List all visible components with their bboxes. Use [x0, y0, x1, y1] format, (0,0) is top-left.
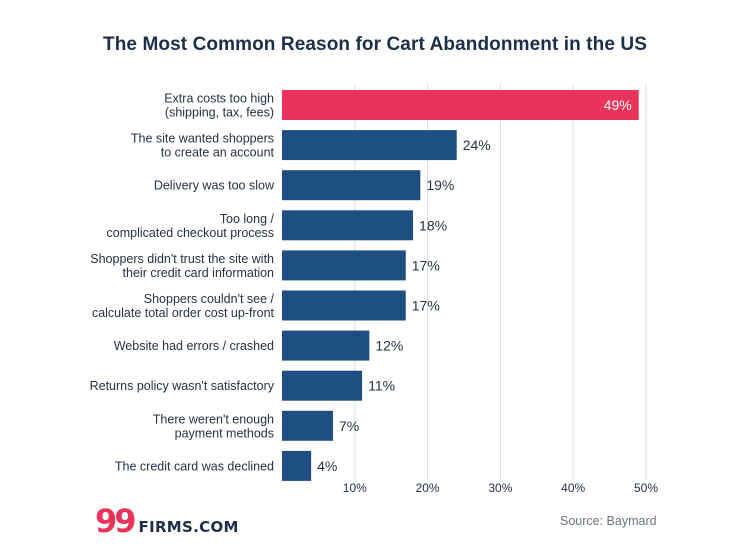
category-label-3: Too long / complicated checkout process: [107, 212, 275, 240]
category-label-2: Delivery was too slow: [154, 179, 275, 193]
category-label-line: Delivery was too slow: [154, 179, 275, 193]
value-label-5: 17%: [412, 298, 440, 314]
value-label-6: 12%: [375, 338, 403, 354]
value-label-1: 24%: [463, 137, 491, 153]
bar-4: [282, 250, 406, 281]
x-tick-label-50: 50%: [634, 481, 658, 495]
value-label-4: 17%: [412, 257, 440, 273]
category-label-line: Returns policy wasn't satisfactory: [90, 379, 275, 393]
logo-text: FIRMS.COM: [138, 518, 239, 536]
bar-3: [282, 210, 414, 241]
value-label-7: 11%: [368, 378, 395, 394]
bar-8: [282, 410, 333, 441]
x-tick-label-20: 20%: [416, 481, 440, 495]
value-label-0: 49%: [604, 97, 632, 113]
category-label-line: Website had errors / crashed: [114, 339, 274, 353]
category-label-6: Website had errors / crashed: [114, 339, 274, 353]
category-label-line: complicated checkout process: [107, 226, 274, 240]
category-label-line: The credit card was declined: [115, 459, 274, 473]
category-label-line: to create an account: [161, 146, 275, 160]
x-tick-label-30: 30%: [488, 481, 512, 495]
category-label-0: Extra costs too high (shipping, tax, fees…: [164, 92, 274, 120]
x-tick-label-40: 40%: [561, 481, 585, 495]
category-label-line: Shoppers couldn't see /: [144, 292, 275, 306]
category-label-7: Returns policy wasn't satisfactory: [90, 379, 275, 393]
category-label-line: Too long /: [220, 212, 275, 226]
category-label-5: Shoppers couldn't see / calculate total o…: [92, 292, 275, 320]
value-label-9: 4%: [317, 458, 337, 474]
bar-6: [282, 330, 370, 361]
bar-0: [282, 90, 639, 120]
category-label-line: Shoppers didn't trust the site with: [90, 252, 274, 266]
category-label-line: payment methods: [175, 426, 274, 440]
source-note: Source: Baymard: [560, 514, 657, 528]
value-label-8: 7%: [339, 418, 359, 434]
logo-mark: 99: [95, 502, 136, 540]
value-label-2: 19%: [426, 177, 454, 193]
bar-9: [282, 450, 312, 481]
category-label-9: The credit card was declined: [115, 459, 274, 473]
category-label-line: The site wanted shoppers: [131, 132, 274, 146]
category-label-1: The site wanted shoppers to create an acc…: [131, 132, 275, 160]
category-label-line: Extra costs too high: [164, 92, 274, 106]
x-tick-label-10: 10%: [343, 481, 367, 495]
category-label-line: (shipping, tax, fees): [165, 106, 274, 120]
category-label-line: calculate total order cost up-front: [92, 306, 275, 320]
bar-2: [282, 170, 421, 201]
bar-5: [282, 290, 406, 321]
category-label-line: their credit card information: [123, 266, 275, 280]
category-label-line: There weren't enough: [153, 412, 274, 426]
99firms-logo: 99 FIRMS.COM: [95, 502, 239, 540]
bar-7: [282, 370, 363, 401]
category-label-4: Shoppers didn't trust the site with their…: [90, 252, 274, 280]
chart-title: The Most Common Reason for Cart Abandonm…: [103, 34, 647, 55]
bar-chart: 49% Extra costs too high (shipping, tax, f…: [90, 84, 658, 495]
value-label-3: 18%: [419, 217, 447, 233]
bar-1: [282, 130, 457, 161]
category-label-8: There weren't enough payment methods: [153, 412, 274, 440]
